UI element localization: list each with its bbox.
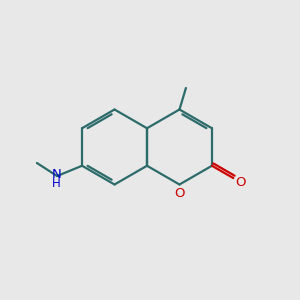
Text: O: O xyxy=(235,176,246,189)
Text: N: N xyxy=(52,168,61,181)
Text: H: H xyxy=(52,177,61,190)
Text: O: O xyxy=(174,187,185,200)
